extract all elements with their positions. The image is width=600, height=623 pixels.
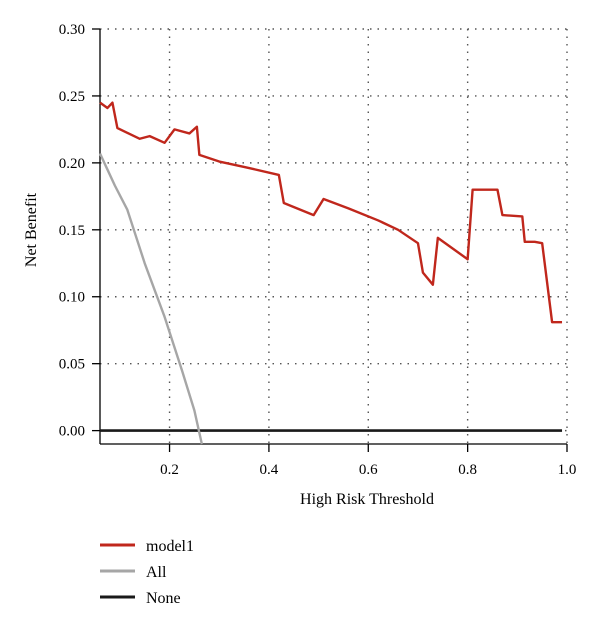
y-tick-label-0: 0.00 (59, 424, 85, 440)
y-tick-label-3: 0.15 (59, 223, 85, 239)
axes (92, 28, 568, 452)
x-tick-label-0: 0.2 (160, 462, 179, 478)
series-layer (98, 101, 563, 445)
y-tick-label-1: 0.05 (59, 357, 85, 373)
series-line-all (98, 152, 204, 445)
legend-label-none: None (146, 590, 181, 607)
series-line-model1 (99, 101, 563, 324)
legend: model1 All None (100, 538, 194, 607)
y-tick-label-2: 0.10 (59, 290, 85, 306)
legend-label-all: All (146, 564, 167, 581)
grid (100, 28, 568, 444)
tick-labels: 0.2 0.4 0.6 0.8 1.0 0.00 0.05 0.10 0.15 0.20 0.25 0… (59, 22, 577, 478)
y-axis-label: Net Benefit (23, 192, 40, 267)
x-tick-label-3: 0.8 (458, 462, 477, 478)
y-tick-label-6: 0.30 (59, 22, 85, 38)
y-tick-label-4: 0.20 (59, 156, 85, 172)
x-axis-label: High Risk Threshold (300, 491, 434, 508)
x-tick-label-1: 0.4 (260, 462, 279, 478)
y-tick-label-5: 0.25 (59, 89, 85, 105)
x-tick-label-2: 0.6 (359, 462, 378, 478)
legend-label-model1: model1 (146, 538, 194, 555)
x-tick-label-4: 1.0 (558, 462, 577, 478)
